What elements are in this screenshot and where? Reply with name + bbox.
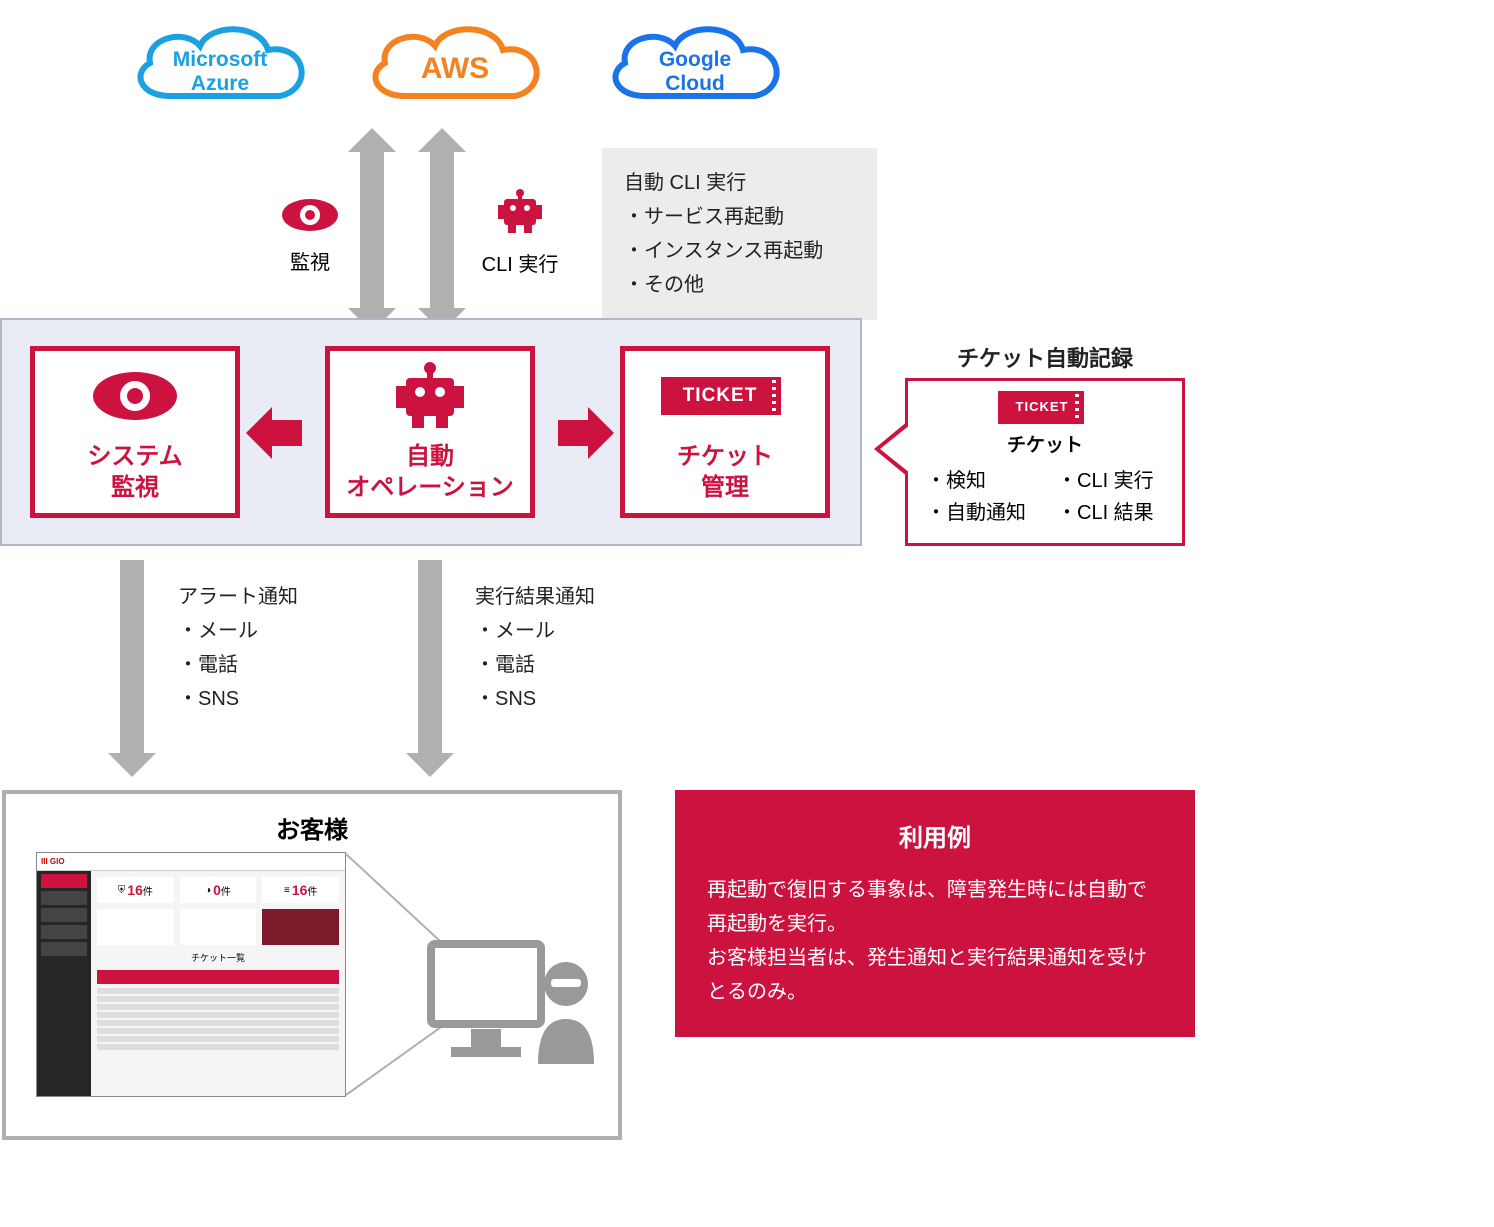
arrow-monitor-down — [360, 150, 384, 310]
cloud-azure-label: Microsoft Azure — [120, 48, 320, 96]
cloud-gcp: Google Cloud — [595, 18, 795, 113]
cli-mini-icon: CLI 実行 — [480, 185, 560, 277]
ticket-badge-icon: TICKET — [669, 377, 782, 415]
arrow-cli-down — [430, 150, 454, 310]
usage-box: 利用例 再起動で復旧する事象は、障害発生時には自動で再起動を実行。 お客様担当者… — [675, 790, 1195, 1037]
arrow-auto-to-ticket — [558, 420, 590, 446]
box-auto-operation: 自動オペレーション — [325, 346, 535, 518]
cloud-azure: Microsoft Azure — [120, 18, 320, 113]
cloud-gcp-label: Google Cloud — [595, 48, 795, 96]
arrow-result-down — [418, 560, 442, 755]
box-system-monitor: システム監視 — [30, 346, 240, 518]
alert-notify-box: アラート通知 ・メール ・電話 ・SNS — [178, 580, 298, 716]
monitor-mini-icon: 監視 — [275, 195, 345, 275]
customer-box: お客様 III GIO ⛨16件 ◑0件 ≡16件 チケット一覧 — [2, 790, 622, 1140]
box-ticket-mgmt: TICKET チケット管理 — [620, 346, 830, 518]
cloud-aws: AWS — [355, 18, 555, 113]
ticket-small-icon: TICKET — [1006, 391, 1085, 424]
ticket-callout: チケット自動記録 TICKET チケット ・検知・自動通知 ・CLI 実行・CL… — [905, 378, 1185, 546]
cloud-aws-label: AWS — [355, 52, 555, 87]
cli-info-box: 自動 CLI 実行 ・サービス再起動 ・インスタンス再起動 ・その他 — [602, 148, 877, 320]
monitor-icon — [426, 934, 596, 1084]
arrow-auto-to-monitor — [270, 420, 302, 446]
result-notify-box: 実行結果通知 ・メール ・電話 ・SNS — [475, 580, 595, 716]
dashboard-mock: III GIO ⛨16件 ◑0件 ≡16件 チケット一覧 — [36, 852, 346, 1097]
arrow-alert-down — [120, 560, 144, 755]
